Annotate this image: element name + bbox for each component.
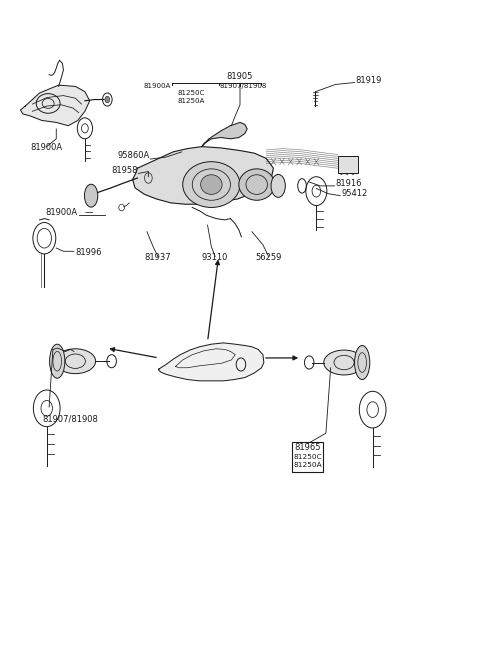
Polygon shape xyxy=(132,147,274,204)
Ellipse shape xyxy=(84,184,98,207)
Text: 95860A: 95860A xyxy=(117,151,149,160)
Text: 81958: 81958 xyxy=(111,166,137,175)
Text: 81250A: 81250A xyxy=(293,461,322,468)
Text: 81916: 81916 xyxy=(336,179,362,188)
Polygon shape xyxy=(202,122,247,147)
Text: 81900A: 81900A xyxy=(46,208,78,217)
FancyBboxPatch shape xyxy=(338,156,358,173)
Text: 81250A: 81250A xyxy=(178,98,205,104)
Text: 81965: 81965 xyxy=(295,443,321,452)
Ellipse shape xyxy=(355,346,370,380)
Ellipse shape xyxy=(49,344,65,378)
Ellipse shape xyxy=(271,174,285,197)
Ellipse shape xyxy=(55,349,96,374)
Ellipse shape xyxy=(183,162,240,208)
Polygon shape xyxy=(159,343,264,381)
Text: 81900A: 81900A xyxy=(31,143,63,152)
Polygon shape xyxy=(21,85,90,125)
Text: 81937: 81937 xyxy=(144,254,171,262)
Text: 81996: 81996 xyxy=(75,248,101,257)
Text: 81250C: 81250C xyxy=(293,454,322,460)
Ellipse shape xyxy=(324,350,364,375)
Text: 81919: 81919 xyxy=(356,76,382,85)
Text: 81907/81908: 81907/81908 xyxy=(42,415,98,423)
Ellipse shape xyxy=(201,175,222,194)
Text: 95412: 95412 xyxy=(341,189,367,198)
Text: —: — xyxy=(85,208,93,217)
Ellipse shape xyxy=(239,169,275,200)
Circle shape xyxy=(105,97,110,102)
Text: 81907/81908: 81907/81908 xyxy=(220,83,267,89)
Text: 81900A: 81900A xyxy=(144,83,171,89)
Text: 81905: 81905 xyxy=(227,72,253,81)
Text: 56259: 56259 xyxy=(255,254,282,262)
Text: 81250C: 81250C xyxy=(178,90,205,96)
Text: 93110: 93110 xyxy=(202,254,228,262)
